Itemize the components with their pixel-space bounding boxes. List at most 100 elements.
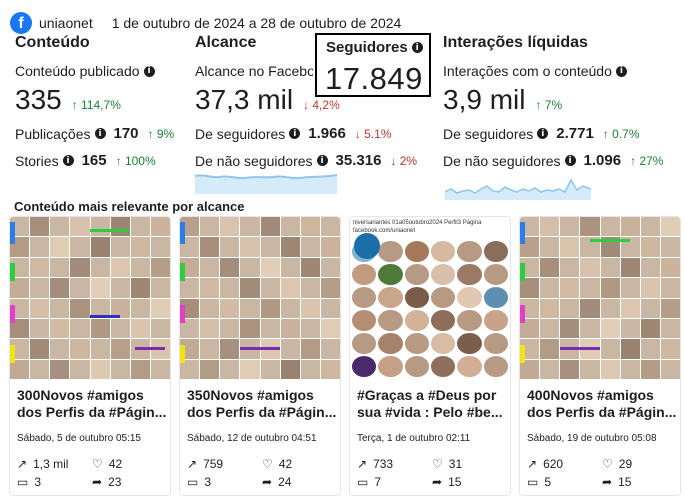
shares-stat-value: 23: [108, 475, 122, 489]
info-icon[interactable]: i: [289, 128, 301, 139]
interactions-metrics: Interações líquidas: [443, 34, 588, 52]
reach-nonfollowers-value: 35.316: [335, 152, 382, 169]
trend-arrow-icon: ↗: [187, 457, 198, 471]
shares-stat: ➦ 24: [262, 475, 291, 489]
photo-collage: [180, 217, 340, 379]
post-title[interactable]: 350Novos #amigos dos Perfis da #Págin...: [187, 387, 337, 421]
interactions-nonfollowers-change: ↑ 27%: [630, 153, 664, 168]
reach-stat: ↗ 1,3 mil: [17, 457, 68, 471]
interactions-followers-row: De seguidores i 2.771 ↑ 0.7%: [443, 125, 640, 142]
reach-stat-value: 733: [373, 457, 394, 471]
post-thumbnail-1[interactable]: [10, 217, 170, 379]
reach-nonfollowers-row: De não seguidores i 35.316 ↓ 2%: [195, 152, 417, 169]
content-total-value: 335: [15, 84, 62, 115]
likes-stat: ♡ 42: [92, 457, 122, 471]
comment-icon: ▭: [187, 475, 199, 489]
post-title-line-1: 300Novos #amigos: [17, 387, 144, 403]
trend-arrow-icon: ↗: [527, 457, 538, 471]
info-icon[interactable]: i: [316, 155, 328, 166]
posts-change: ↑ 9%: [147, 126, 175, 141]
followers-total: 17.849: [325, 61, 423, 96]
shares-stat: ➦ 15: [432, 475, 461, 489]
content-stories-row: Stories i 165 ↑ 100%: [15, 152, 156, 169]
post-thumbnail-4[interactable]: [520, 217, 680, 379]
interactions-total: 3,9 mil ↑ 7%: [443, 84, 562, 116]
interactions-subtitle-label: Interações com o conteúdo: [443, 63, 612, 79]
info-icon[interactable]: i: [537, 128, 549, 139]
post-card-3[interactable]: niversariantes 01a05outubro2024 Perfil3 …: [349, 216, 511, 496]
post-date: Terça, 1 de outubro 02:11: [357, 433, 471, 444]
reach-sparkline: [195, 174, 337, 194]
reach-sparkline-area: [195, 175, 337, 194]
likes-stat-value: 29: [618, 457, 633, 471]
comment-icon: ▭: [527, 475, 539, 489]
share-arrow-icon: ➦: [602, 475, 613, 489]
stories-value: 165: [81, 152, 107, 169]
post-title-line-2: dos Perfis da #Págin...: [527, 404, 677, 420]
post-title[interactable]: 300Novos #amigos dos Perfis da #Págin...: [17, 387, 167, 421]
interactions-sparkline: [445, 178, 591, 200]
info-icon[interactable]: i: [94, 128, 106, 139]
trend-arrow-icon: ↗: [357, 457, 368, 471]
shares-stat-value: 15: [448, 475, 462, 489]
likes-stat: ♡ 42: [262, 457, 292, 471]
content-subtitle-label: Conteúdo publicado: [15, 63, 140, 79]
page-logo-icon: [354, 233, 380, 259]
post-thumbnail-banner: niversariantes 01a05outubro2024 Perfil3 …: [350, 217, 510, 239]
date-range[interactable]: 1 de outubro de 2024 a 28 de outubro de …: [111, 15, 402, 31]
followers-card[interactable]: Seguidores i 17.849: [315, 33, 431, 97]
info-icon[interactable]: i: [143, 65, 155, 77]
account-name[interactable]: uniaonet: [39, 15, 93, 31]
heart-icon: ♡: [432, 457, 443, 471]
content-posts-row: Publicações i 170 ↑ 9%: [15, 125, 174, 142]
reach-stat: ↗ 620: [527, 457, 563, 471]
facebook-logo-icon: f: [10, 12, 32, 34]
reach-followers-row: De seguidores i 1.966 ↓ 5.1%: [195, 125, 392, 142]
reach-nonfollowers-change: ↓ 2%: [390, 153, 418, 168]
comments-stat: ▭ 7: [357, 475, 381, 489]
post-title-line-1: #Graças a #Deus por: [357, 387, 497, 403]
posts-value: 170: [113, 125, 139, 142]
reach-total-value: 37,3 mil: [195, 84, 294, 115]
followers-title-label: Seguidores: [326, 39, 408, 56]
info-icon[interactable]: i: [615, 65, 627, 77]
content-total-change: ↑ 114,7%: [71, 98, 121, 112]
info-icon[interactable]: i: [564, 155, 576, 166]
reach-sparkline-line: [195, 174, 337, 180]
post-thumbnail-3[interactable]: niversariantes 01a05outubro2024 Perfil3 …: [350, 217, 510, 379]
stories-change: ↑ 100%: [115, 153, 156, 168]
interactions-total-change: ↑ 7%: [535, 98, 563, 112]
info-icon[interactable]: i: [411, 42, 423, 53]
interactions-total-value: 3,9 mil: [443, 84, 526, 115]
photo-collage: [10, 217, 170, 379]
reach-followers-change: ↓ 5.1%: [354, 126, 392, 141]
likes-stat-value: 42: [278, 457, 293, 471]
interactions-nonfollowers-label: De não seguidores: [443, 152, 561, 169]
share-arrow-icon: ➦: [262, 475, 273, 489]
post-title[interactable]: 400Novos #amigos dos Perfis da #Págin...: [527, 387, 677, 421]
photo-collage: [520, 217, 680, 379]
reach-stat-value: 620: [543, 457, 564, 471]
post-thumbnail-2[interactable]: [180, 217, 340, 379]
posts-label: Publicações: [15, 125, 91, 142]
top-content-title: Conteúdo mais relevante por alcance: [14, 199, 245, 214]
info-icon[interactable]: i: [62, 155, 74, 166]
reach-total-change: ↓ 4,2%: [303, 98, 340, 112]
interactions-sparkline-area: [445, 180, 591, 200]
post-card-2[interactable]: 350Novos #amigos dos Perfis da #Págin...…: [179, 216, 341, 496]
post-title-line-2: sua #vida : Pelo #be...: [357, 404, 503, 420]
shares-stat: ➦ 15: [602, 475, 631, 489]
comment-icon: ▭: [357, 475, 369, 489]
content-total: 335 ↑ 114,7%: [15, 84, 121, 116]
likes-stat: ♡ 29: [602, 457, 632, 471]
post-card-4[interactable]: 400Novos #amigos dos Perfis da #Págin...…: [519, 216, 681, 496]
reach-stat-value: 759: [203, 457, 224, 471]
reach-stat: ↗ 759: [187, 457, 223, 471]
likes-stat-value: 31: [448, 457, 463, 471]
post-card-1[interactable]: 300Novos #amigos dos Perfis da #Págin...…: [9, 216, 171, 496]
interactions-followers-value: 2.771: [556, 125, 594, 142]
post-date: Sábado, 5 de outubro 05:15: [17, 433, 141, 444]
post-title[interactable]: #Graças a #Deus por sua #vida : Pelo #be…: [357, 387, 507, 421]
interactions-nonfollowers-value: 1.096: [583, 152, 622, 169]
comments-stat: ▭ 3: [187, 475, 211, 489]
